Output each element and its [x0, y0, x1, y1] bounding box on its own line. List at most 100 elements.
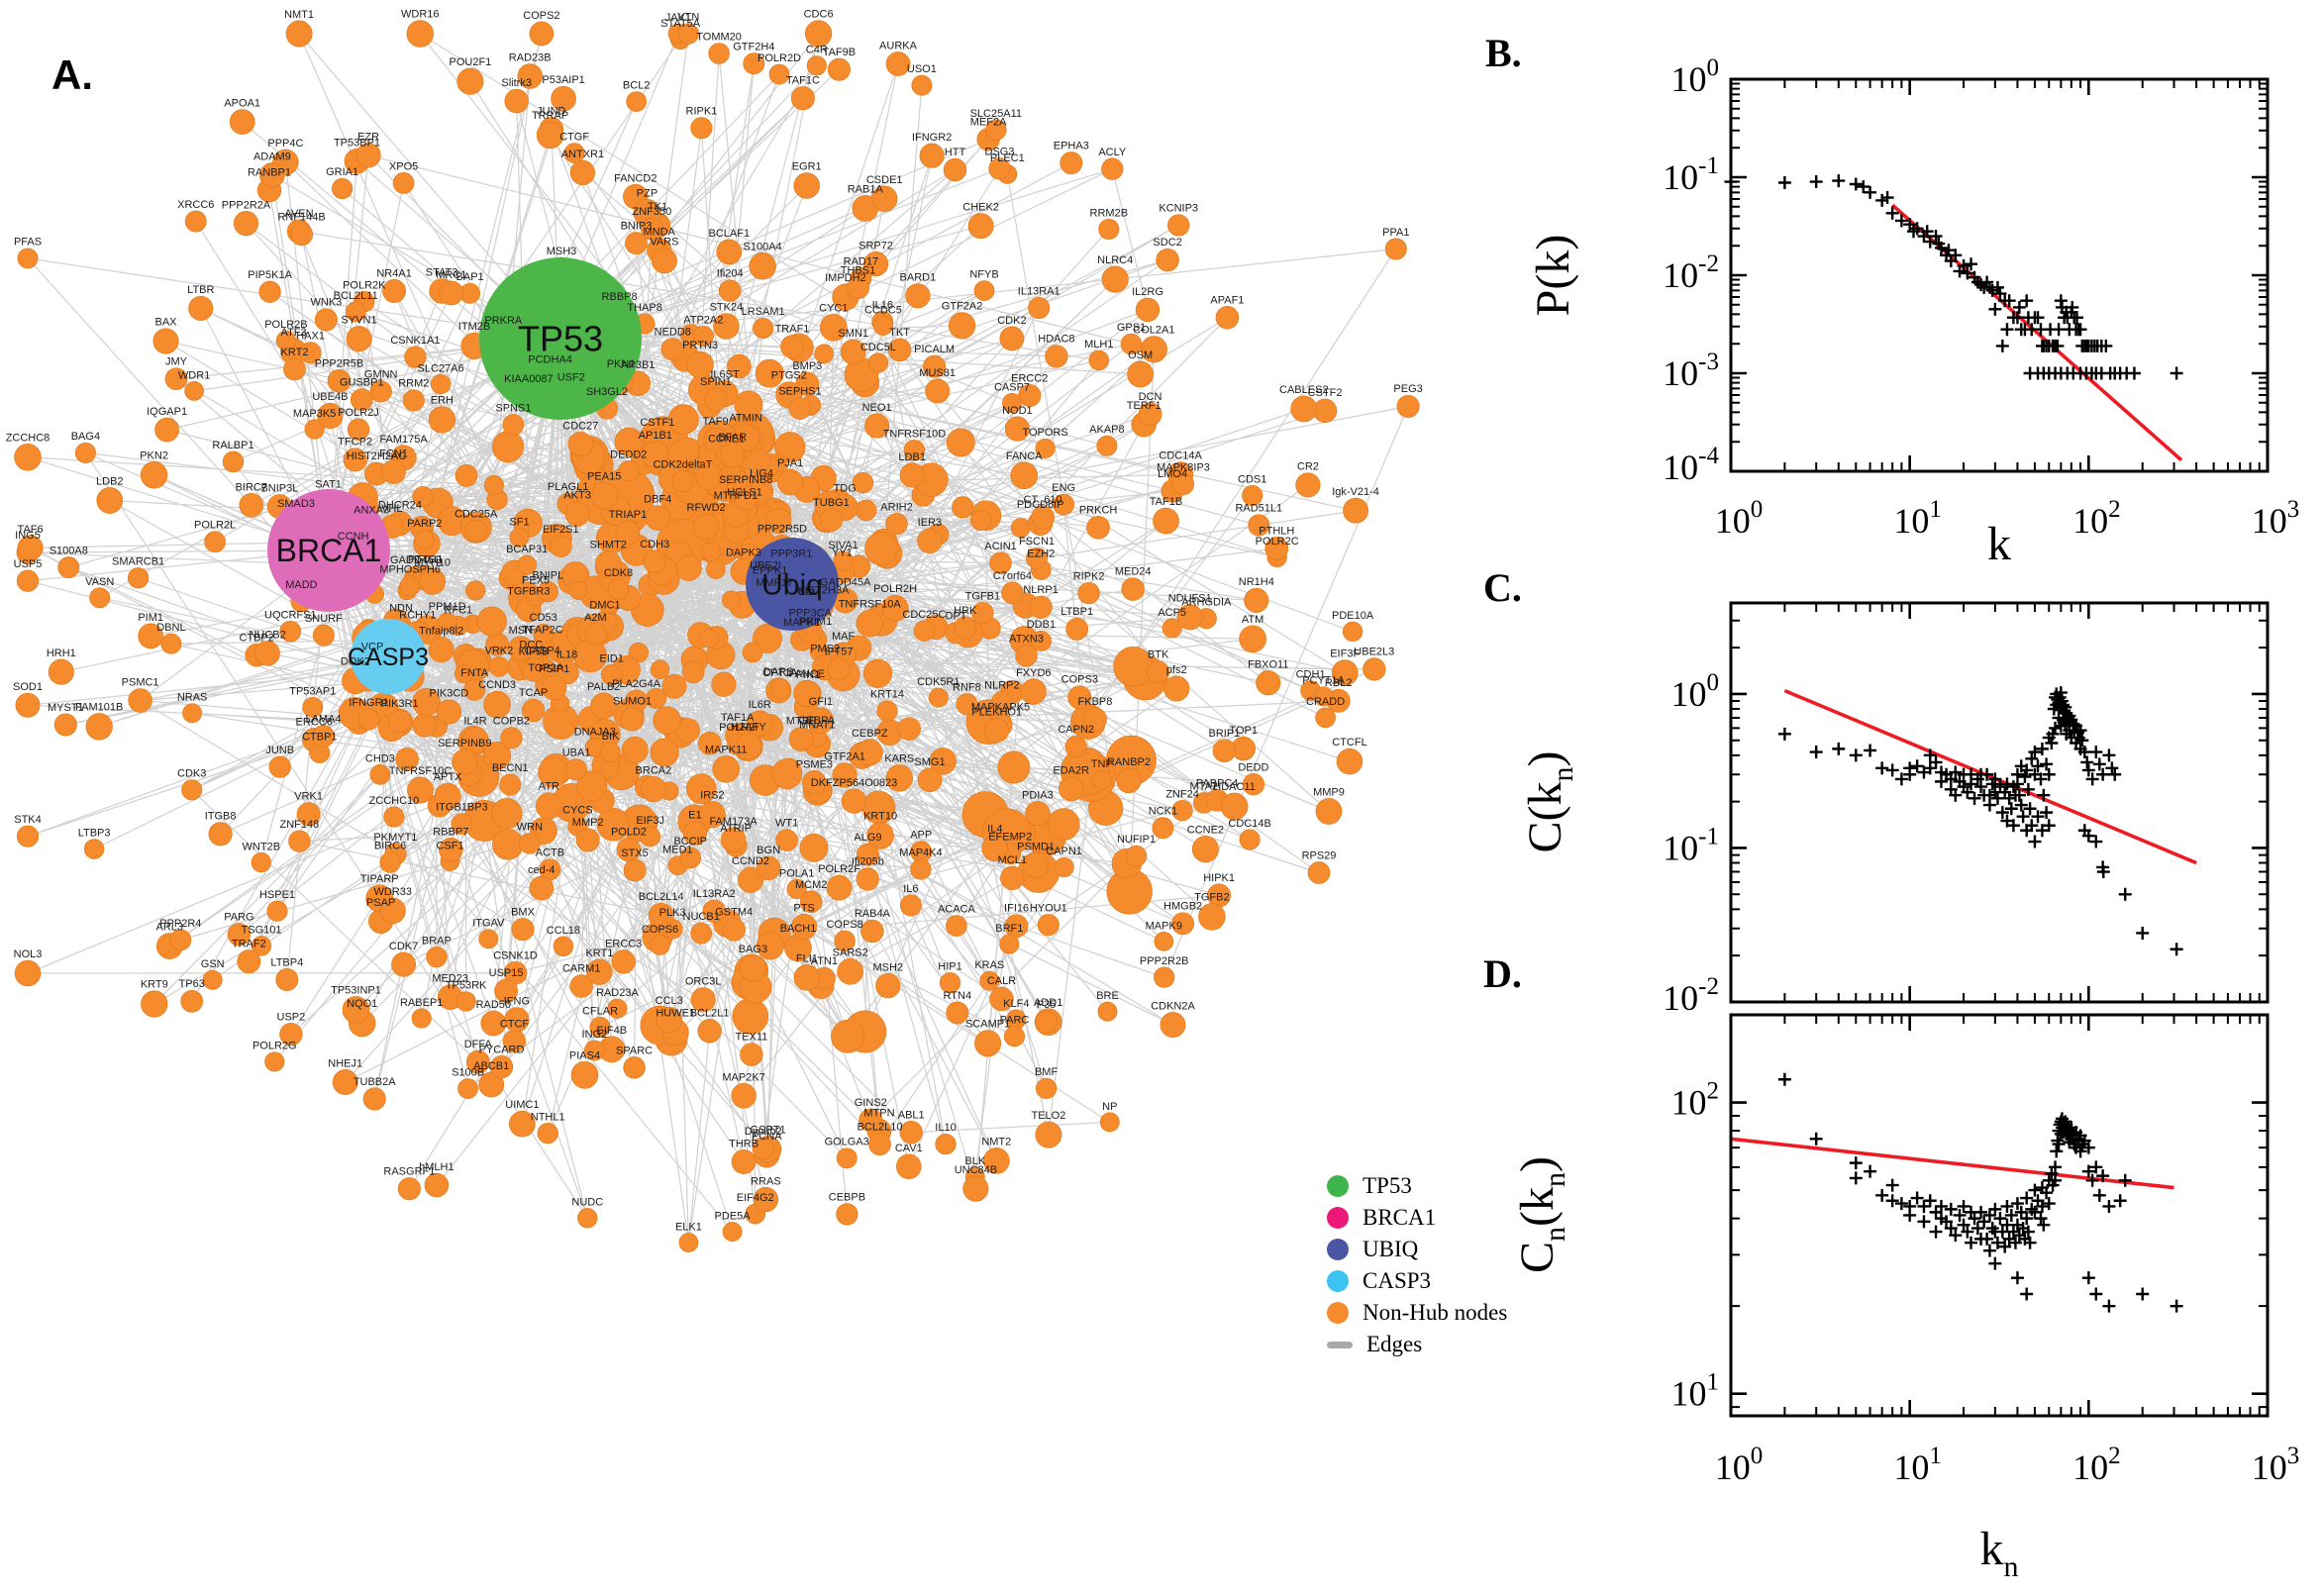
gene-node-label: NFYB — [969, 269, 998, 281]
gene-node-label: PDCD6IP — [1017, 499, 1064, 511]
gene-node — [753, 1186, 779, 1213]
gene-node — [697, 1019, 722, 1044]
gene-node-label: PRKCH — [1079, 504, 1118, 516]
gene-node — [1064, 735, 1087, 757]
gene-node-label: TUBB2A — [354, 1076, 396, 1088]
gene-node — [1018, 383, 1042, 408]
gene-node — [397, 1177, 421, 1201]
gene-node-label: S100A4 — [744, 241, 782, 252]
gene-node-label: IL6R — [749, 699, 771, 711]
gene-node — [743, 52, 765, 75]
gene-node-label: HDAC8 — [1038, 334, 1074, 346]
gene-node-label: ARHGDIA — [1181, 597, 1232, 609]
gene-node — [128, 688, 152, 713]
network-panel: PRIM1 NHEJ1 CSTF1 KLF4 TFAP2C HIST2H3A MED1 MSH… — [6, 9, 1423, 1252]
gene-node-label: ERCC6 — [296, 716, 333, 728]
gene-node — [856, 867, 879, 891]
gene-node-label: TNF — [1091, 758, 1113, 770]
gene-node — [857, 843, 879, 866]
gene-node — [682, 821, 708, 846]
gene-node-label: EID1 — [599, 652, 623, 664]
gene-node — [692, 513, 720, 540]
gene-node-label: POLR2L — [194, 520, 236, 532]
x-tick-label: 103 — [2252, 1443, 2300, 1487]
gene-node — [392, 172, 415, 194]
gene-node — [590, 692, 617, 720]
gene-node — [533, 623, 555, 645]
gene-node-label: MAPK1 — [783, 617, 820, 629]
gene-node-label: NUFIP1 — [1117, 834, 1156, 846]
gene-node — [369, 380, 392, 403]
gene-node-label: PMS2 — [810, 643, 840, 654]
gene-node-label: RIPK1 — [686, 106, 718, 118]
gene-node-label: MEF2A — [970, 116, 1007, 128]
gene-node — [1162, 618, 1182, 639]
gene-node — [656, 1006, 682, 1034]
gene-node-label: CDK2deltaT — [653, 459, 712, 471]
gene-node-label: CARM1 — [562, 963, 601, 975]
gene-node-label: POLR2I — [719, 722, 758, 734]
gene-node-label: CDC25C — [902, 609, 946, 621]
gene-node-label: WDR1 — [178, 369, 210, 381]
gene-node — [407, 776, 434, 804]
gene-node-label: DCC — [519, 639, 543, 650]
gene-node — [690, 987, 716, 1013]
gene-node-label: BMX — [511, 906, 536, 918]
gene-node — [1120, 333, 1143, 355]
gene-node — [1242, 484, 1263, 507]
gene-node — [903, 439, 926, 461]
gene-node — [795, 371, 820, 396]
gene-node — [275, 330, 297, 351]
gene-node — [678, 1233, 699, 1252]
gene-node-label: CDC27 — [562, 420, 598, 432]
gene-node-label: PPP2R5D — [758, 523, 807, 535]
gene-node — [793, 679, 821, 707]
gene-node — [1098, 218, 1120, 241]
edge-swatch-icon — [1327, 1341, 1353, 1348]
gene-node — [461, 726, 489, 754]
gene-node — [834, 930, 856, 952]
gene-node — [928, 687, 949, 708]
hub-node-ubiq — [746, 538, 839, 631]
gene-node-label: MAF — [832, 631, 856, 643]
gene-node-label: FXYD6 — [1016, 667, 1051, 679]
gene-node — [722, 1222, 743, 1243]
gene-node — [586, 958, 613, 985]
gene-node-label: IMPDH2 — [825, 272, 866, 284]
gene-node-label: AURKA — [879, 41, 918, 52]
gene-node — [233, 211, 259, 237]
network-nodes — [14, 20, 1420, 1252]
legend-item-casp3: CASP3 — [1327, 1265, 1507, 1297]
gene-node — [430, 373, 452, 395]
gene-node-label: MSN — [509, 625, 534, 637]
gene-node — [756, 855, 781, 881]
gene-node — [712, 755, 740, 783]
gene-node-label: IER3 — [918, 517, 942, 529]
gene-node — [428, 406, 456, 434]
gene-node — [954, 616, 977, 640]
gene-node — [899, 1121, 923, 1145]
gene-node-label: PSME3 — [796, 758, 833, 770]
gene-node — [141, 990, 168, 1018]
gene-node-label: TP53RK — [446, 980, 487, 992]
gene-node — [679, 847, 702, 869]
gene-node-label: ARIH2 — [880, 501, 912, 513]
y-tick-label: 102 — [1671, 1078, 1720, 1123]
gene-node-label: TP53AP1 — [289, 685, 336, 697]
gene-node-label: UBA1 — [562, 748, 591, 759]
gene-node — [14, 444, 42, 471]
gene-node — [439, 838, 463, 862]
gene-node-label: IFI16 — [1004, 903, 1029, 915]
gene-node-label: GADD45G — [390, 554, 443, 566]
gene-node — [494, 978, 519, 1003]
gene-node — [788, 397, 812, 420]
data-points — [1777, 1072, 2183, 1313]
major-ticks — [1729, 603, 2270, 1004]
gene-node-label: TP63 — [179, 978, 205, 990]
gene-node — [504, 1007, 530, 1033]
gene-node-label: EIF3J — [636, 815, 664, 827]
gene-node-label: TUBG1 — [813, 497, 850, 509]
gene-node — [769, 678, 790, 699]
gene-node-label: PTGS2 — [771, 370, 807, 382]
gene-node — [355, 143, 381, 168]
